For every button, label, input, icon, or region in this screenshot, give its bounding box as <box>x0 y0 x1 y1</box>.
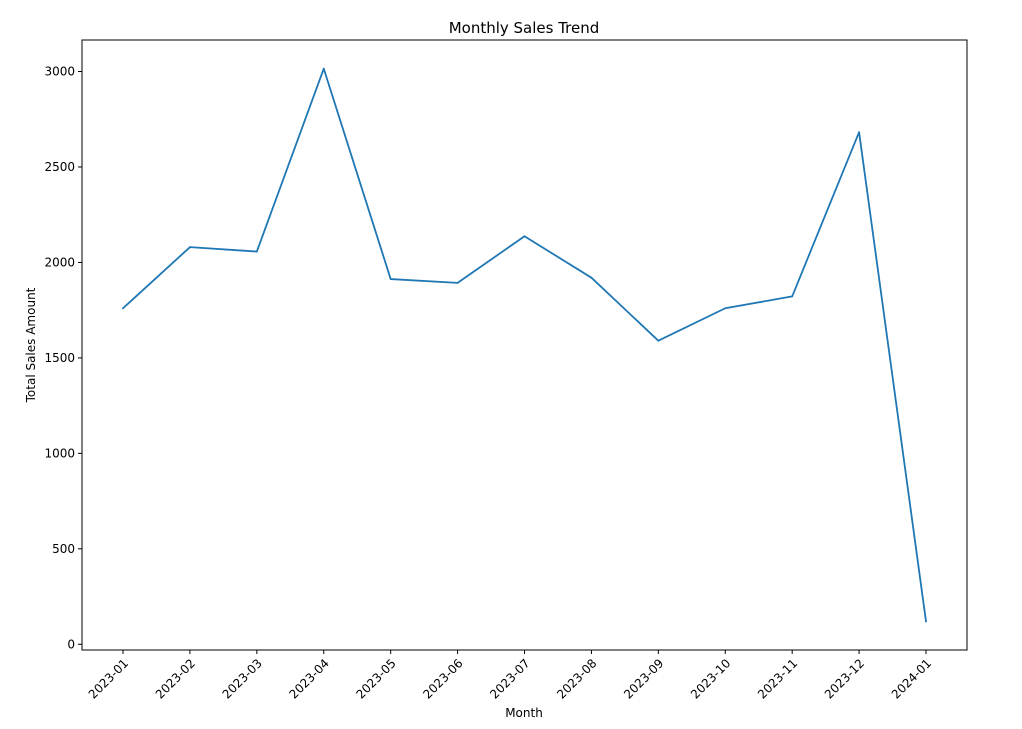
y-tick-label: 500 <box>52 542 75 556</box>
data-point <box>255 250 258 253</box>
data-point <box>657 339 660 342</box>
plot-area <box>81 39 968 651</box>
data-point <box>456 281 459 284</box>
data-point <box>389 278 392 280</box>
data-point <box>724 307 727 310</box>
y-tick-label: 2500 <box>44 160 75 174</box>
y-axis-label: Total Sales Amount <box>24 287 38 403</box>
y-tick-label: 2000 <box>44 255 75 269</box>
y-tick-label: 1000 <box>44 446 75 460</box>
y-axis-ticks: 0 500 1000 1500 2000 2500 3000 <box>44 65 82 651</box>
x-axis-label: Month <box>505 706 543 720</box>
data-point <box>322 67 325 70</box>
data-point <box>791 295 794 298</box>
data-point <box>189 246 191 249</box>
data-point <box>122 307 124 310</box>
y-tick-label: 0 <box>67 637 75 651</box>
data-point <box>925 620 927 623</box>
data-point <box>523 235 526 238</box>
y-tick-label: 3000 <box>44 65 75 79</box>
chart-title: Monthly Sales Trend <box>449 19 600 37</box>
data-point <box>858 131 860 134</box>
y-tick-label: 1500 <box>44 351 75 365</box>
series-layer <box>122 67 927 623</box>
data-point <box>590 276 593 279</box>
